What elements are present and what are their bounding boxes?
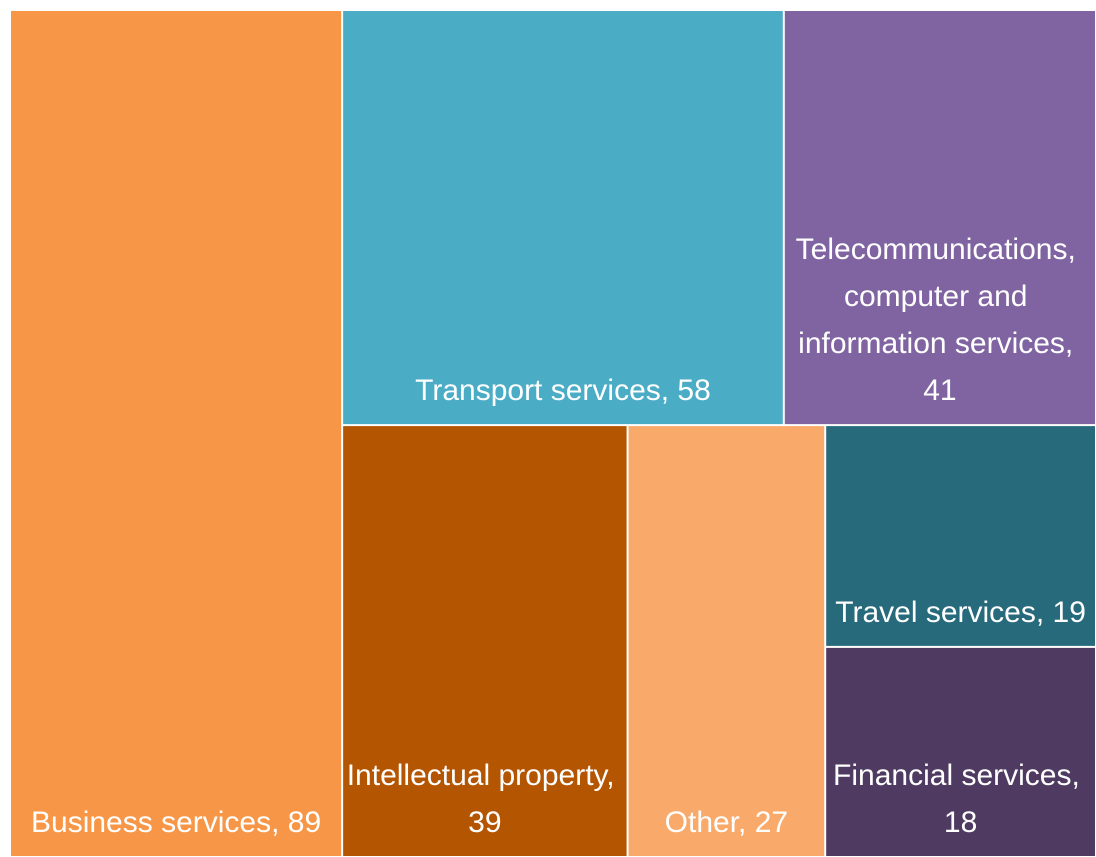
cell-label: Other, 27 [665,806,788,839]
treemap-cell [343,426,627,856]
cell-label: Travel services, 19 [835,596,1086,629]
cell-label-line: 39 [468,806,501,839]
treemap-cell [826,647,1095,856]
cell-label-line: Financial services, [833,759,1088,792]
cell-label-line: computer and [844,280,1036,313]
treemap-cell [11,11,342,856]
cell-label-line: Transport services, 58 [415,374,711,407]
cell-label: Financial services, 18 [833,759,1088,839]
cell-label-line: Travel services, 19 [835,596,1086,629]
cell-label-line: Business services, 89 [31,806,321,839]
cell-label-line: Telecommunications, [796,233,1084,266]
cell-label-line: Other, 27 [665,806,788,839]
cell-label-line: information services, [798,327,1081,360]
cell-label-line: Intellectual property, [347,759,623,792]
cell-label: Telecommunications, computer and informa… [796,233,1084,407]
cell-label-line: 41 [923,374,956,407]
cell-label: Transport services, 58 [415,374,711,407]
cell-label: Intellectual property, 39 [347,759,623,839]
treemap-cell [343,11,783,425]
treemap-cell [628,426,825,856]
treemap-cell [784,11,1095,425]
cell-label: Business services, 89 [31,806,321,839]
cell-label-line: 18 [944,806,977,839]
treemap-cell [826,426,1095,646]
